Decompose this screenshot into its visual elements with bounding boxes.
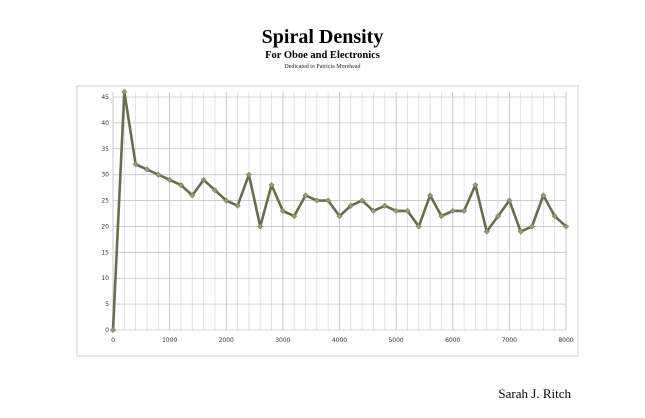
- data-point: [404, 207, 411, 214]
- x-tick-label: 5000: [388, 337, 403, 344]
- data-point: [132, 161, 139, 168]
- data-point: [449, 207, 456, 214]
- data-point: [166, 176, 173, 183]
- data-point: [257, 223, 264, 230]
- data-point: [359, 197, 366, 204]
- chart-subtitle: For Oboe and Electronics: [265, 50, 380, 61]
- data-point: [234, 202, 241, 209]
- x-tick-label: 6000: [445, 337, 460, 344]
- data-point: [517, 228, 524, 235]
- y-tick-label: 30: [101, 172, 109, 179]
- data-point: [427, 192, 434, 199]
- data-point: [109, 326, 117, 334]
- data-point: [483, 228, 490, 235]
- data-point: [223, 197, 230, 204]
- chart-dedication: Dedicated to Patricia Morehead: [284, 64, 361, 70]
- x-tick-label: 1000: [162, 337, 177, 344]
- y-tick-label: 0: [105, 327, 109, 334]
- data-point: [562, 223, 570, 230]
- y-tick-label: 40: [101, 120, 109, 127]
- plot-frame: [76, 85, 579, 357]
- data-point: [245, 171, 252, 178]
- data-point: [143, 166, 150, 173]
- data-point: [540, 192, 547, 199]
- data-point: [336, 213, 343, 220]
- y-tick-label: 35: [101, 146, 109, 153]
- data-point: [211, 187, 218, 194]
- author-name: Sarah J. Ritch: [498, 386, 571, 401]
- data-point: [177, 181, 184, 189]
- data-point: [370, 207, 377, 214]
- data-point: [415, 223, 422, 230]
- y-tick-label: 20: [101, 223, 109, 230]
- x-tick-label: 7000: [502, 337, 517, 344]
- data-point: [472, 181, 479, 189]
- x-tick-label: 8000: [558, 337, 573, 344]
- data-point: [325, 197, 332, 204]
- data-point: [291, 213, 298, 220]
- data-point: [279, 207, 286, 214]
- x-tick-label: 3000: [275, 337, 290, 344]
- data-point: [381, 202, 388, 209]
- data-point: [155, 171, 162, 178]
- data-point: [506, 197, 513, 204]
- x-tick-label: 0: [111, 337, 115, 344]
- data-point: [302, 192, 309, 199]
- data-point: [200, 176, 207, 183]
- data-point: [529, 223, 536, 230]
- data-point: [121, 88, 128, 95]
- data-point: [551, 213, 558, 220]
- x-tick-label: 2000: [219, 337, 234, 344]
- data-point: [313, 197, 320, 204]
- y-tick-label: 10: [101, 275, 109, 282]
- y-tick-label: 5: [105, 301, 109, 308]
- data-point: [438, 213, 445, 220]
- data-point: [268, 181, 275, 189]
- data-point: [347, 202, 354, 209]
- y-tick-label: 25: [101, 198, 109, 205]
- data-point: [189, 192, 196, 199]
- y-tick-label: 15: [101, 249, 109, 256]
- data-point: [495, 213, 502, 220]
- data-point: [461, 207, 468, 214]
- x-tick-label: 4000: [332, 337, 347, 344]
- y-tick-label: 45: [101, 94, 109, 101]
- chart-title: Spiral Density: [261, 26, 384, 48]
- data-point: [393, 207, 400, 214]
